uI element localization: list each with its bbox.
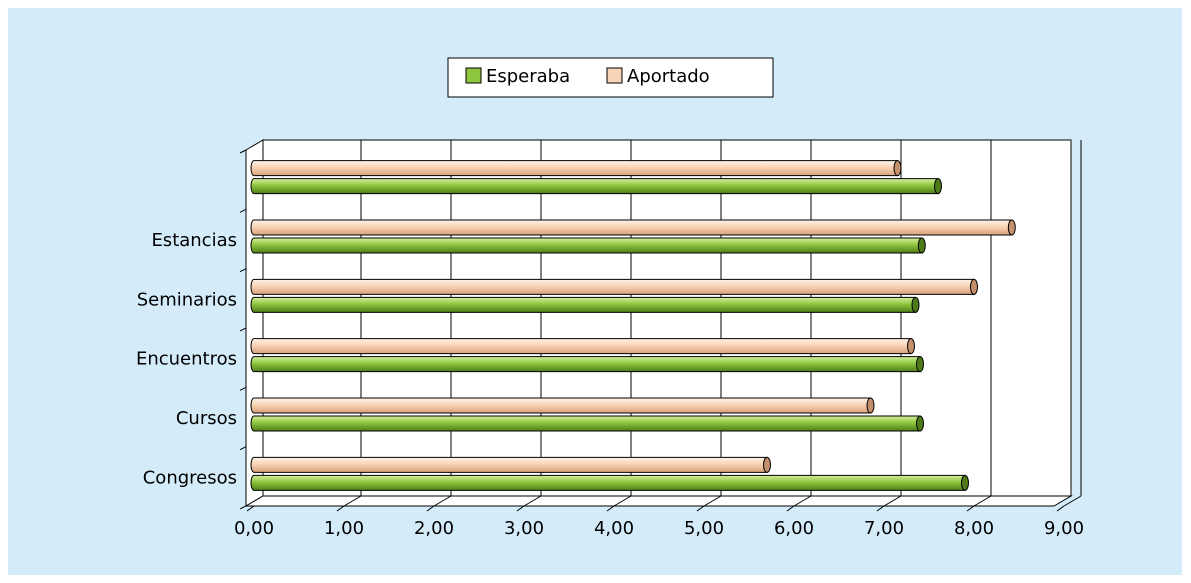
bar-body: [250, 397, 871, 414]
bar-cap: [893, 160, 902, 177]
x-tick-label: 3,00: [504, 518, 544, 539]
left-wall: [245, 139, 264, 507]
x-tick: [426, 505, 435, 512]
floor-gridline: [523, 495, 542, 507]
y-tick: [239, 446, 247, 451]
floor-gridline: [433, 495, 452, 507]
bar-esperaba: [250, 237, 926, 254]
legend-label-aportado: Aportado: [627, 66, 710, 87]
x-tick: [786, 505, 795, 512]
x-tick-label: 7,00: [864, 518, 904, 539]
bar-aportado: [250, 219, 1016, 236]
bar-cap: [907, 338, 915, 355]
bar-body: [250, 219, 1013, 236]
floor-gridline: [343, 495, 362, 507]
bar-body: [250, 474, 966, 491]
bar-cap: [916, 415, 924, 432]
floor-gridline: [973, 495, 992, 507]
bar-aportado: [250, 456, 771, 473]
bar-body: [250, 356, 921, 373]
bar-aportado: [250, 397, 875, 414]
floor-gridline: [1063, 495, 1082, 507]
bar-body: [250, 456, 768, 473]
x-tick: [246, 505, 255, 512]
legend-label-esperaba: Esperaba: [486, 66, 570, 87]
floor-gridline: [793, 495, 812, 507]
y-tick: [239, 505, 247, 510]
x-tick: [696, 505, 705, 512]
bar-body: [250, 160, 898, 177]
y-category-label: Encuentros: [136, 349, 237, 370]
bar-cap: [763, 456, 771, 473]
y-tick: [239, 386, 247, 391]
x-tick: [966, 505, 975, 512]
x-tick-label: 8,00: [954, 518, 994, 539]
x-tick: [336, 505, 345, 512]
gridlines: [343, 140, 1082, 507]
x-tick: [876, 505, 885, 512]
bar-cap: [917, 237, 926, 254]
y-tick: [239, 208, 247, 213]
bar-cap: [916, 356, 924, 373]
floor-gridline: [613, 495, 632, 507]
bar-body: [250, 278, 975, 295]
bar-aportado: [250, 278, 978, 295]
x-tick-label: 4,00: [594, 518, 634, 539]
x-tick-label: 1,00: [324, 518, 364, 539]
bar-body: [250, 296, 916, 313]
floor-gridline: [703, 495, 722, 507]
x-axis-ticks: [239, 149, 1065, 512]
y-tick: [239, 268, 247, 273]
bar-body: [250, 178, 939, 195]
legend: Esperaba Aportado: [447, 57, 774, 98]
floor: [244, 495, 1073, 507]
bar-cap: [911, 296, 920, 313]
y-category-label: Seminarios: [137, 289, 237, 310]
x-tick: [1056, 505, 1065, 512]
bar-cap: [970, 278, 978, 295]
bar-aportado: [250, 160, 902, 177]
bar-esperaba: [250, 178, 942, 195]
y-tick: [239, 149, 247, 154]
bar-esperaba: [250, 474, 969, 491]
bar-body: [250, 338, 912, 355]
x-tick-label: 5,00: [684, 518, 724, 539]
bars: [250, 160, 1016, 491]
x-tick-label: 9,00: [1044, 518, 1084, 539]
bar-cap: [866, 397, 875, 414]
x-tick: [606, 505, 615, 512]
y-category-label: Estancias: [151, 230, 237, 251]
y-tick: [239, 327, 247, 332]
bar-esperaba: [250, 296, 920, 313]
bar-body: [250, 415, 921, 432]
bar-body: [250, 237, 923, 254]
bar-aportado: [250, 338, 915, 355]
y-category-label: Congresos: [143, 467, 237, 488]
x-tick-label: 0,00: [234, 518, 274, 539]
x-tick-label: 6,00: [774, 518, 814, 539]
bar-esperaba: [250, 415, 924, 432]
bar-cap: [961, 474, 969, 491]
bar-cap: [1007, 219, 1016, 236]
legend-swatch-aportado: [606, 67, 623, 84]
floor-gridline: [883, 495, 902, 507]
y-axis-labels: Congresos Cursos Encuentros Seminarios Estan…: [136, 230, 237, 488]
x-axis-labels: 0,00 1,00 2,00 3,00 4,00 5,00 6,00 7,00 8,00 9,00: [234, 518, 1084, 539]
x-tick-label: 2,00: [414, 518, 454, 539]
legend-swatch-esperaba: [465, 67, 482, 84]
y-category-label: Cursos: [176, 408, 237, 429]
bar-cap: [934, 178, 942, 195]
bar-esperaba: [250, 356, 924, 373]
x-tick: [516, 505, 525, 512]
